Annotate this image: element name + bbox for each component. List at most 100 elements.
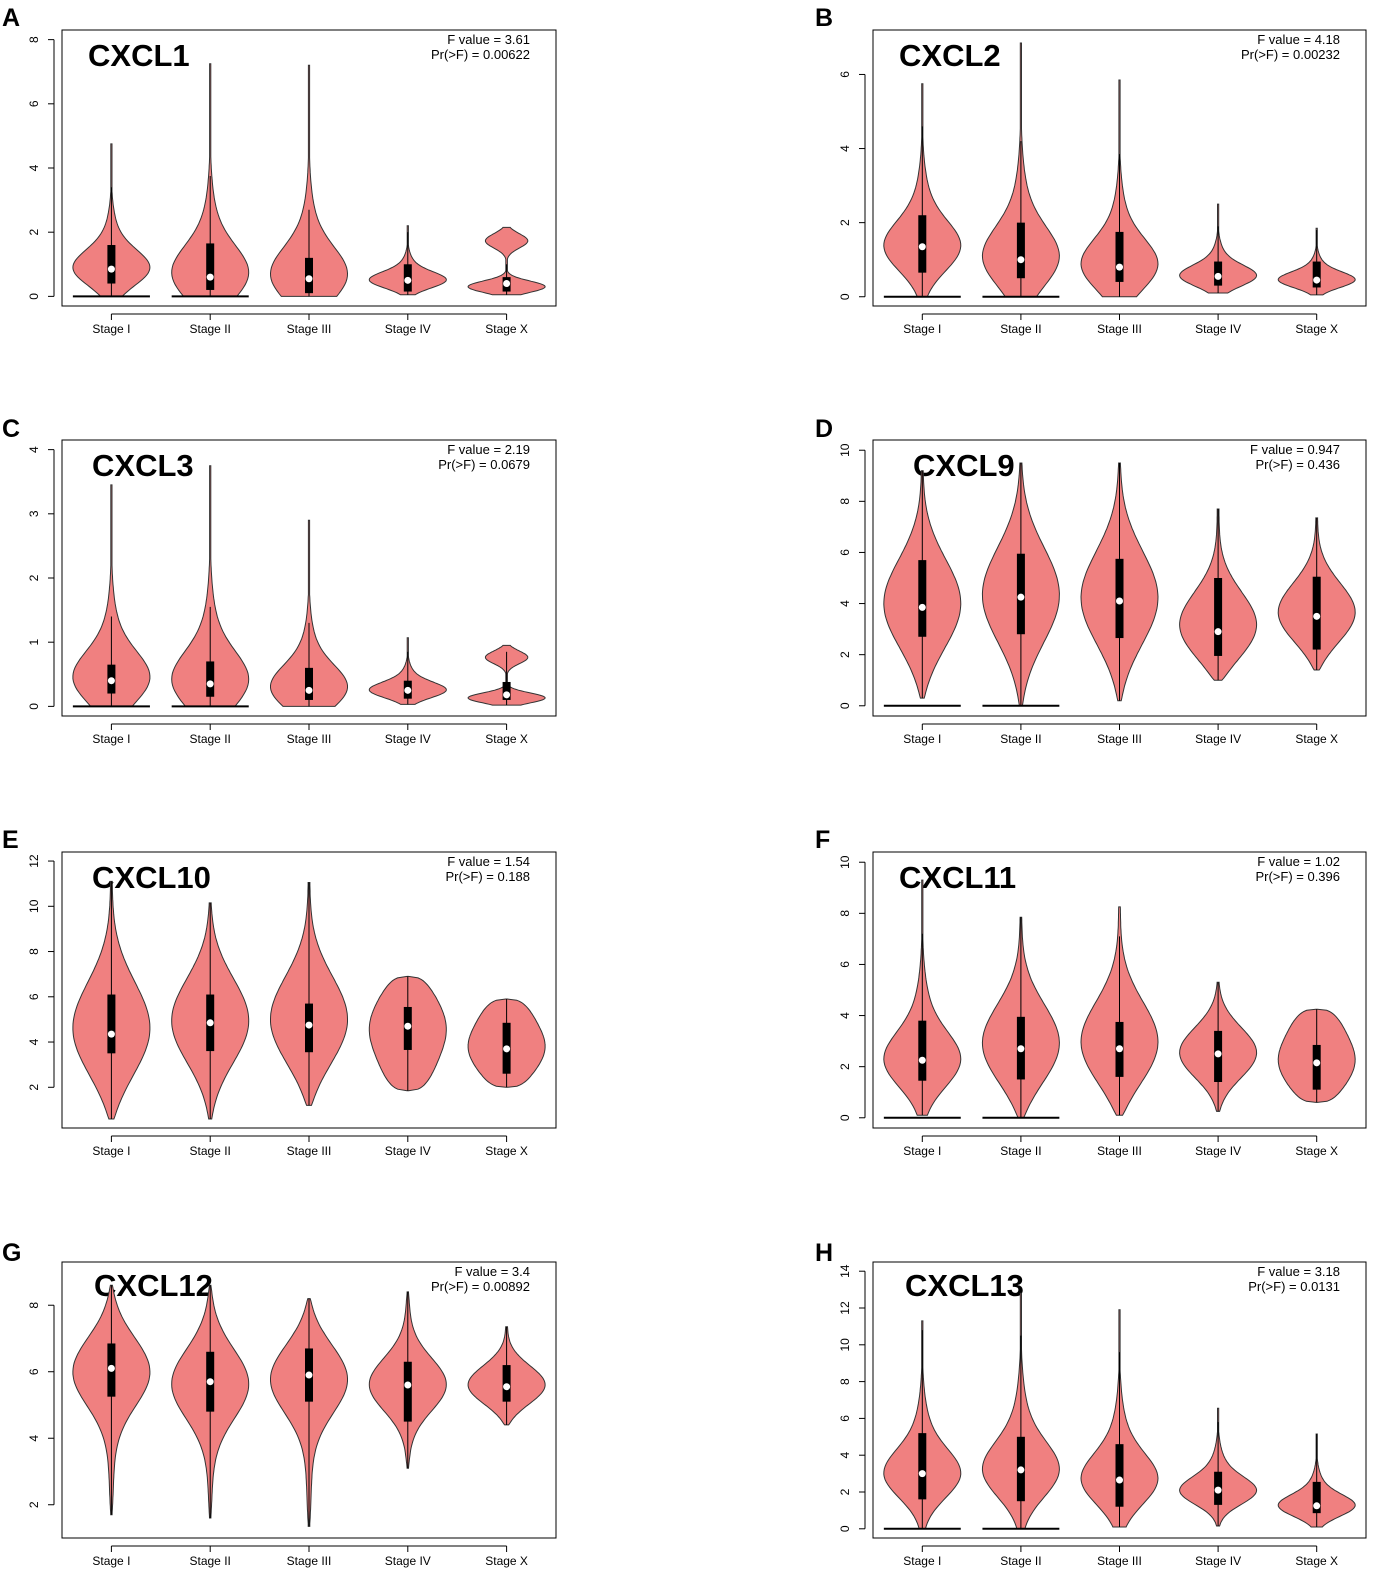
gene-title-b: CXCL2 [899, 38, 1001, 73]
x-tick-label-f: Stage II [1000, 1144, 1041, 1158]
median-dot-c-4 [404, 686, 412, 694]
gene-title-e: CXCL10 [92, 860, 211, 895]
x-tick-label-g: Stage II [190, 1554, 231, 1568]
y-tick-label-a: 0 [27, 293, 41, 300]
gene-title-c: CXCL3 [92, 448, 194, 483]
median-dot-g-2 [206, 1378, 214, 1386]
y-tick-label-h: 10 [838, 1338, 852, 1352]
y-tick-label-h: 2 [838, 1488, 852, 1495]
median-dot-h-1 [918, 1470, 926, 1478]
median-dot-g-4 [404, 1381, 412, 1389]
x-tick-label-e: Stage I [92, 1144, 130, 1158]
median-dot-h-3 [1116, 1476, 1123, 1484]
x-tick-label-f: Stage I [903, 1144, 941, 1158]
x-tick-label-g: Stage III [287, 1554, 332, 1568]
panel-letter-h: H [815, 1239, 833, 1267]
median-dot-a-4 [404, 276, 412, 284]
f-value-f: F value = 1.02 [1257, 854, 1340, 869]
y-tick-label-e: 10 [27, 899, 41, 913]
median-dot-e-4 [404, 1022, 412, 1030]
y-tick-label-h: 4 [838, 1452, 852, 1459]
y-tick-label-d: 6 [838, 549, 852, 556]
x-tick-label-a: Stage II [190, 322, 231, 336]
x-tick-label-f: Stage X [1295, 1144, 1338, 1158]
median-dot-g-5 [503, 1383, 511, 1391]
y-tick-label-g: 4 [27, 1435, 41, 1442]
x-tick-label-b: Stage X [1295, 322, 1338, 336]
iqr-box-h-5 [1312, 1481, 1321, 1514]
x-tick-label-c: Stage III [287, 732, 332, 746]
gene-title-d: CXCL9 [913, 448, 1015, 483]
panel-letter-e: E [2, 826, 19, 854]
median-dot-c-3 [305, 686, 313, 694]
p-value-g: Pr(>F) = 0.00892 [431, 1279, 530, 1294]
median-dot-f-4 [1214, 1050, 1222, 1058]
y-tick-label-g: 2 [27, 1501, 41, 1508]
iqr-box-d-4 [1214, 578, 1223, 656]
x-tick-label-c: Stage II [190, 732, 231, 746]
iqr-box-c-5 [502, 681, 511, 700]
y-tick-label-e: 4 [27, 1038, 41, 1045]
median-dot-h-5 [1313, 1502, 1321, 1510]
iqr-box-b-5 [1312, 261, 1321, 288]
iqr-box-b-2 [1016, 222, 1025, 279]
panel-letter-g: G [2, 1239, 21, 1267]
p-value-b: Pr(>F) = 0.00232 [1241, 47, 1340, 62]
median-dot-c-5 [503, 691, 511, 699]
x-tick-label-a: Stage I [92, 322, 130, 336]
x-tick-label-e: Stage III [287, 1144, 332, 1158]
x-tick-label-h: Stage II [1000, 1554, 1041, 1568]
y-tick-label-g: 8 [27, 1302, 41, 1309]
y-tick-label-c: 2 [27, 574, 41, 581]
plot-frame-b [872, 29, 1367, 307]
x-tick-label-a: Stage X [485, 322, 528, 336]
x-tick-label-h: Stage X [1295, 1554, 1338, 1568]
x-tick-label-d: Stage I [903, 732, 941, 746]
plot-frame-c [61, 439, 557, 717]
x-tick-label-d: Stage IV [1195, 732, 1241, 746]
median-dot-f-5 [1313, 1059, 1321, 1067]
median-dot-e-2 [206, 1019, 214, 1027]
x-tick-label-f: Stage IV [1195, 1144, 1241, 1158]
median-dot-d-3 [1116, 597, 1123, 605]
iqr-box-h-3 [1115, 1444, 1124, 1507]
x-tick-label-h: Stage IV [1195, 1554, 1241, 1568]
gene-title-h: CXCL13 [905, 1268, 1024, 1303]
y-tick-label-b: 2 [838, 219, 852, 226]
y-tick-label-h: 14 [838, 1264, 852, 1278]
median-dot-g-1 [107, 1364, 115, 1372]
panel-letter-d: D [815, 415, 833, 443]
y-tick-label-c: 3 [27, 510, 41, 517]
median-dot-b-1 [918, 243, 926, 251]
x-tick-label-d: Stage II [1000, 732, 1041, 746]
plot-frame-h [872, 1261, 1367, 1539]
plot-frame-d [872, 439, 1367, 717]
y-tick-label-f: 10 [838, 855, 852, 869]
f-value-b: F value = 4.18 [1257, 32, 1340, 47]
y-tick-label-h: 12 [838, 1301, 852, 1315]
plot-frame-a [61, 29, 557, 307]
x-tick-label-d: Stage X [1295, 732, 1338, 746]
y-tick-label-d: 4 [838, 600, 852, 607]
p-value-h: Pr(>F) = 0.0131 [1248, 1279, 1340, 1294]
x-tick-label-a: Stage III [287, 322, 332, 336]
f-value-d: F value = 0.947 [1250, 442, 1340, 457]
f-value-g: F value = 3.4 [454, 1264, 530, 1279]
median-dot-e-3 [305, 1021, 313, 1029]
x-tick-label-c: Stage I [92, 732, 130, 746]
median-dot-f-3 [1116, 1045, 1123, 1053]
violin-a-3 [269, 64, 349, 297]
median-dot-f-1 [918, 1056, 926, 1064]
panel-letter-c: C [2, 415, 20, 443]
y-tick-label-e: 12 [27, 854, 41, 868]
y-tick-label-e: 6 [27, 993, 41, 1000]
iqr-box-e-1 [107, 994, 116, 1054]
x-tick-label-c: Stage IV [385, 732, 431, 746]
plot-frame-f [872, 851, 1367, 1129]
y-tick-label-h: 6 [838, 1415, 852, 1422]
x-tick-label-e: Stage II [190, 1144, 231, 1158]
median-dot-d-1 [918, 603, 926, 611]
x-tick-label-e: Stage IV [385, 1144, 431, 1158]
y-tick-label-f: 2 [838, 1063, 852, 1070]
